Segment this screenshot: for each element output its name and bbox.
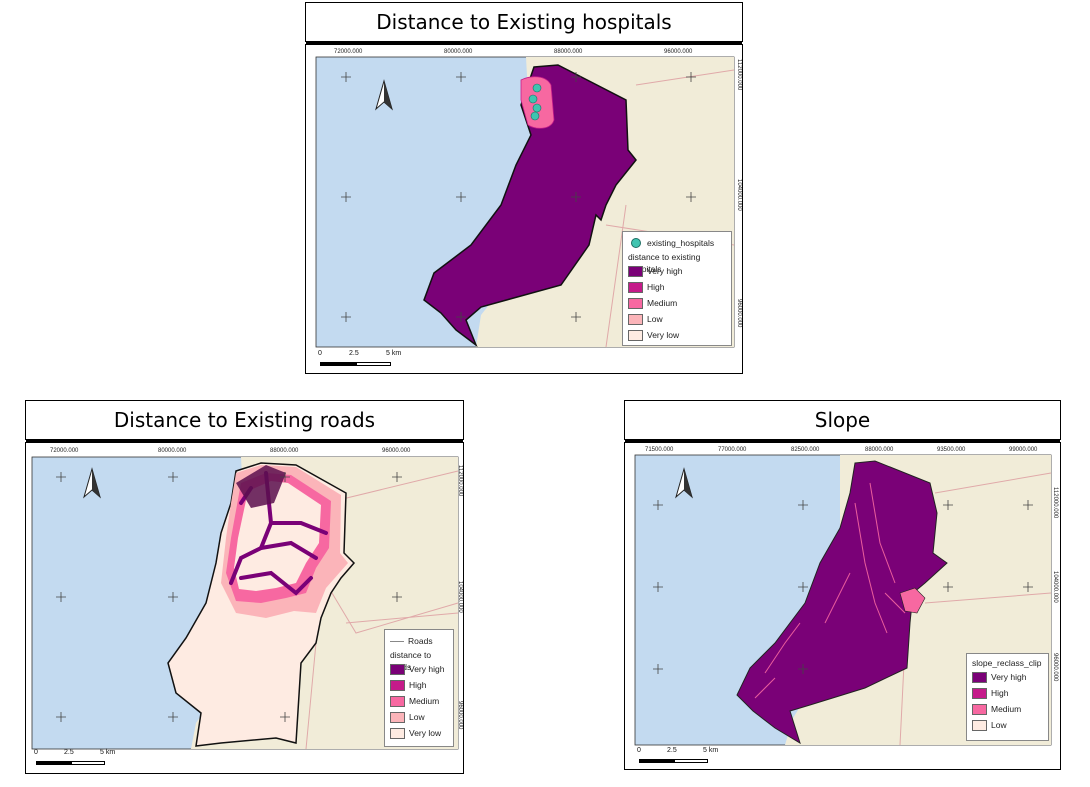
legend-item-medium: Medium [390,693,448,709]
coord-label-top: 77000.000 [718,447,747,453]
grid-crosses [341,72,696,322]
coord-label-right: 104000.000 [736,179,742,211]
hospital-buffer-zone [520,76,555,129]
legend-item-high: High [390,677,448,693]
roads-map-frame: 72000.000 80000.000 88000.000 96000.000 … [25,442,464,774]
legend-item-very-high: Very high [628,263,726,279]
slope-zone-polygon [736,460,948,745]
coord-label-right: 112000.000 [736,59,742,91]
north-arrow-shade [684,469,692,497]
legend-item-high: High [972,685,1043,701]
grid-crosses [653,500,1033,674]
coord-label-top: 82500.000 [791,447,820,453]
legend-item-low: Low [628,311,726,327]
grid-crosses [56,472,402,722]
hospital-point [528,94,538,104]
legend-item-very-low: Very low [390,725,448,741]
scale-bar: 0 2.5 5 km [637,747,718,767]
north-arrow-shade [92,469,100,497]
coord-label-top: 96000.000 [382,448,411,454]
north-arrow-shade [384,81,392,109]
coord-label-right: 112000.000 [457,465,463,497]
roads-legend: Roads distance to roads Very high High M… [384,629,454,747]
coord-label-top: 93500.000 [937,447,966,453]
coord-label-right: 96000.000 [1052,653,1058,682]
roads-inner-fill [234,481,321,591]
coord-label-top: 88000.000 [865,447,894,453]
distance-zone-polygon [423,64,637,348]
coord-label-top: 71500.000 [645,447,674,453]
slope-legend: slope_reclass_clip Very high High Medium… [966,653,1049,741]
legend-item-low: Low [972,717,1043,733]
slope-map-frame: 71500.000 77000.000 82500.000 88000.000 … [624,442,1061,770]
hospital-marker-icon [631,238,641,248]
legend-item-very-high: Very high [390,661,448,677]
coord-label-right: 104000.000 [457,581,463,613]
roads-map-title: Distance to Existing roads [25,400,464,442]
slope-medium-patch [899,587,926,614]
slope-high-streaks [754,482,906,699]
slope-map-canvas [634,454,1052,746]
hospitals-map-title: Distance to Existing hospitals [305,2,743,44]
coord-label-top: 99000.000 [1009,447,1038,453]
legend-heading: distance to roads [390,650,432,672]
coord-label-top: 72000.000 [50,448,79,454]
legend-item-low: Low [390,709,448,725]
scale-bar: 0 2.5 5 km [34,749,115,769]
legend-item-very-low: Very low [628,327,726,343]
scale-bar: 0 2.5 5 km [318,350,401,370]
coord-label-top: 80000.000 [444,49,473,55]
legend-heading: slope_reclass_clip [972,658,1042,668]
legend-point-row: existing_hospitals [628,235,726,251]
coord-label-top: 96000.000 [664,49,693,55]
slope-map-title: Slope [624,400,1061,442]
legend-item-medium: Medium [628,295,726,311]
hospital-point [532,103,542,113]
roads-dense-area [236,465,286,508]
hospitals-map-canvas [315,56,735,348]
coord-label-top: 80000.000 [158,448,187,454]
coord-label-top: 88000.000 [270,448,299,454]
legend-item-very-high: Very high [972,669,1043,685]
map-road-lines [305,470,459,750]
hospital-point [530,111,540,121]
road-line-icon [390,640,404,642]
coord-label-top: 72000.000 [334,49,363,55]
hospital-point [532,83,542,93]
legend-item-high: High [628,279,726,295]
legend-heading: distance to existing hospitals [628,252,701,274]
coord-label-right: 96000.000 [457,701,463,730]
hospitals-map-frame: 72000.000 80000.000 88000.000 96000.000 … [305,44,743,374]
coord-label-top: 88000.000 [554,49,583,55]
coord-label-right: 96000.000 [736,299,742,328]
hospitals-legend: existing_hospitals distance to existing … [622,231,732,346]
coord-label-right: 112000.000 [1052,487,1058,519]
legend-line-row: Roads [390,633,448,649]
coord-label-right: 104000.000 [1052,571,1058,603]
legend-item-medium: Medium [972,701,1043,717]
